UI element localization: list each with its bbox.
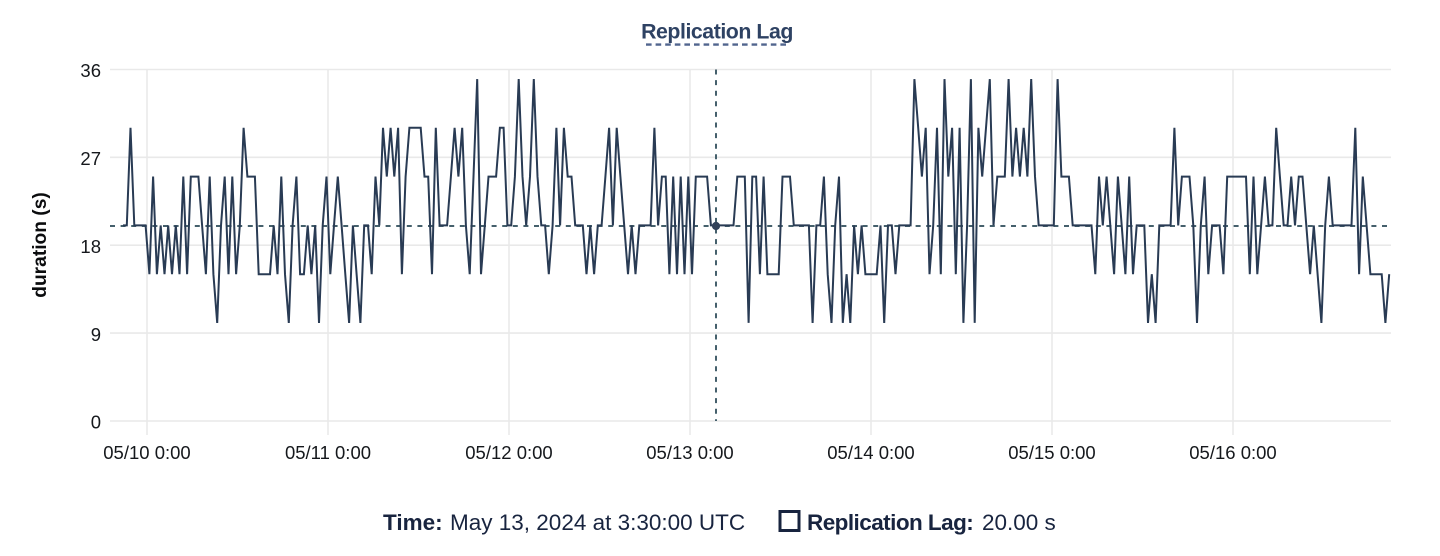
svg-text:05/15 0:00: 05/15 0:00: [1008, 442, 1095, 463]
svg-text:Replication Lag: Replication Lag: [641, 20, 793, 44]
svg-text:05/10 0:00: 05/10 0:00: [103, 442, 190, 463]
svg-text:May 13, 2024 at 3:30:00 UTC: May 13, 2024 at 3:30:00 UTC: [450, 510, 745, 535]
svg-text:0: 0: [91, 412, 101, 433]
svg-text:05/14 0:00: 05/14 0:00: [827, 442, 914, 463]
svg-text:05/16 0:00: 05/16 0:00: [1189, 442, 1276, 463]
svg-text:27: 27: [80, 148, 101, 169]
svg-text:20.00 s: 20.00 s: [982, 510, 1056, 535]
svg-text:18: 18: [80, 236, 101, 257]
svg-text:05/13 0:00: 05/13 0:00: [646, 442, 733, 463]
svg-text:Replication Lag:: Replication Lag:: [807, 510, 973, 535]
svg-text:36: 36: [80, 60, 101, 81]
svg-text:duration (s): duration (s): [30, 192, 51, 298]
svg-text:05/12 0:00: 05/12 0:00: [465, 442, 552, 463]
svg-text:05/11 0:00: 05/11 0:00: [285, 442, 371, 463]
svg-text:Time:: Time:: [383, 510, 443, 535]
svg-text:9: 9: [91, 324, 101, 345]
